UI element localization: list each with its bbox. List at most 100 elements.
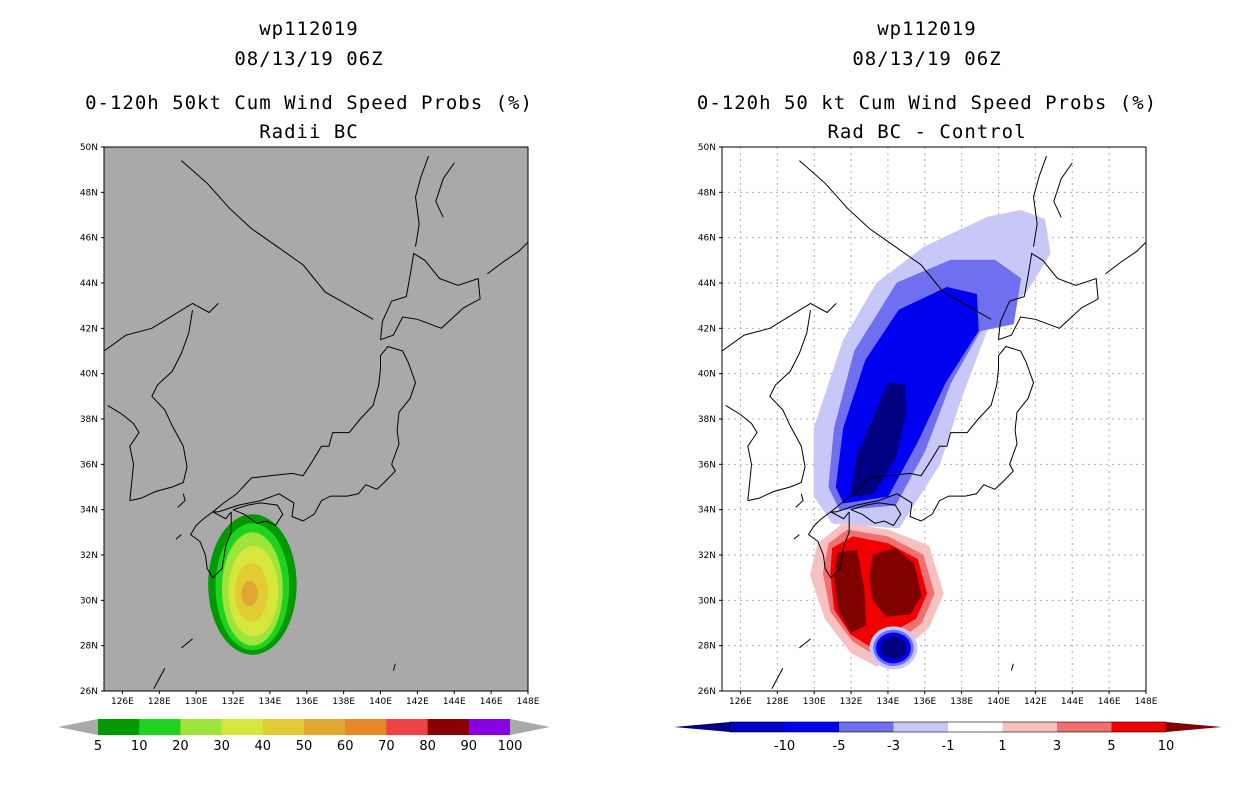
lat-tick-label: 42N <box>80 324 98 334</box>
lon-tick-label: 148E <box>1135 697 1158 707</box>
lon-tick-label: 126E <box>111 697 134 707</box>
lat-tick-label: 28N <box>80 642 98 652</box>
colorbar-swatch <box>468 719 511 735</box>
coastline-3 <box>725 404 758 501</box>
lon-tick-label: 146E <box>480 697 503 707</box>
colorbar-swatch <box>730 722 785 732</box>
lat-tick-label: 40N <box>80 370 98 380</box>
lat-tick-label: 46N <box>80 234 98 244</box>
left-chart-panel: wp112019 08/13/19 06Z 0-120h 50kt Cum Wi… <box>58 18 550 754</box>
coastline-4 <box>189 511 232 579</box>
right-chart-panel: wp112019 08/13/19 06Z 0-120h 50 kt Cum W… <box>618 0 1236 800</box>
lon-tick-label: 128E <box>766 697 789 707</box>
colorbar-label: 10 <box>131 739 148 754</box>
lat-tick-label: 50N <box>698 143 716 153</box>
colorbar-swatch <box>262 719 305 735</box>
colorbar-swatch <box>98 719 140 735</box>
colorbar-swatch <box>893 722 949 732</box>
lon-tick-label: 144E <box>1061 697 1084 707</box>
lat-tick-label: 48N <box>80 188 98 198</box>
coastline-5 <box>850 502 902 527</box>
coastline-0 <box>799 160 992 320</box>
colorbar-right-arrow <box>510 719 550 735</box>
coastline-6 <box>830 345 1035 522</box>
lat-tick-label: 42N <box>698 324 716 334</box>
lat-tick-label: 30N <box>698 596 716 606</box>
chart-subtitle: 0-120h 50 kt Cum Wind Speed Probs (%) <box>696 92 1158 114</box>
coastline-7 <box>380 252 481 341</box>
coastline-5 <box>232 502 284 527</box>
colorbar-label: 3 <box>1053 739 1061 754</box>
colorbar-swatch <box>139 719 181 735</box>
colorbar-swatch <box>784 722 840 732</box>
chart-title-line-1: wp112019 <box>877 18 977 40</box>
colorbar-label: 40 <box>255 739 272 754</box>
colorbar-swatch <box>345 719 387 735</box>
lon-tick-label: 136E <box>295 697 318 707</box>
colorbar-label: 60 <box>337 739 354 754</box>
colorbar-swatch <box>386 719 429 735</box>
coastline-14 <box>771 668 784 689</box>
coastline-2 <box>747 310 811 502</box>
lat-tick-label: 48N <box>698 188 716 198</box>
contour-pos10-7 <box>834 550 867 633</box>
chart-title-line-1: wp112019 <box>259 18 359 40</box>
coastline-8 <box>1032 155 1047 247</box>
chart-title-line-2: 08/13/19 06Z <box>234 48 384 70</box>
colorbar-left-arrow <box>674 722 730 732</box>
colorbar-label: 10 <box>1158 739 1175 754</box>
chart-subtitle: 0-120h 50kt Cum Wind Speed Probs (%) <box>85 92 533 114</box>
lat-tick-label: 32N <box>80 551 98 561</box>
coastline-12 <box>793 534 800 540</box>
lat-tick-label: 36N <box>80 460 98 470</box>
lat-tick-label: 50N <box>80 143 98 153</box>
chart-subtitle-2: Rad BC - Control <box>827 121 1027 143</box>
lon-tick-label: 136E <box>913 697 936 707</box>
coastline-1 <box>722 302 837 352</box>
coastline-15 <box>1010 663 1014 671</box>
lon-tick-label: 146E <box>1098 697 1121 707</box>
contour-neg10-3 <box>850 382 907 497</box>
lon-tick-label: 138E <box>950 697 973 707</box>
colorbar-label: 90 <box>461 739 478 754</box>
lon-tick-label: 142E <box>1024 697 1047 707</box>
coastline-15 <box>392 663 396 671</box>
coastline-8 <box>414 155 429 247</box>
lon-tick-label: 144E <box>443 697 466 707</box>
coastline-4 <box>807 511 850 579</box>
lat-tick-label: 30N <box>80 596 98 606</box>
lat-tick-label: 34N <box>80 506 98 516</box>
lat-tick-label: 44N <box>698 279 716 289</box>
lon-tick-label: 142E <box>406 697 429 707</box>
plot-area <box>104 155 528 689</box>
lon-tick-label: 148E <box>517 697 540 707</box>
contour-pos50-5 <box>241 581 258 606</box>
lon-tick-label: 134E <box>258 697 281 707</box>
lon-tick-label: 128E <box>148 697 171 707</box>
colorbar-label: 70 <box>378 739 395 754</box>
lon-tick-label: 126E <box>729 697 752 707</box>
lon-tick-label: 132E <box>840 697 863 707</box>
coastline-13 <box>799 638 811 649</box>
colorbar-swatch <box>1002 722 1058 732</box>
colorbar-swatch <box>1111 722 1167 732</box>
coastline-0 <box>181 160 374 320</box>
coastline-12 <box>175 534 182 540</box>
lat-tick-label: 38N <box>80 415 98 425</box>
colorbar-swatch <box>221 719 264 735</box>
lat-tick-label: 44N <box>80 279 98 289</box>
lat-tick-label: 40N <box>698 370 716 380</box>
colorbar-label: -3 <box>887 739 900 754</box>
coastline-11 <box>795 493 804 508</box>
chart-subtitle-2: Radii BC <box>259 121 359 143</box>
colorbar-label: -10 <box>774 739 795 754</box>
coastline-10 <box>487 241 528 275</box>
lat-tick-label: 26N <box>80 687 98 697</box>
lon-tick-label: 130E <box>185 697 208 707</box>
colorbar-label: 50 <box>296 739 313 754</box>
right-chart-svg: 26N 28N 30N 32N 34N 36N 38N 40N 42N 44N 46N 48N 50N 1… <box>674 143 1222 754</box>
coastline-1 <box>104 302 219 352</box>
colorbar-swatch <box>304 719 346 735</box>
lat-tick-label: 28N <box>698 642 716 652</box>
lon-tick-label: 132E <box>222 697 245 707</box>
